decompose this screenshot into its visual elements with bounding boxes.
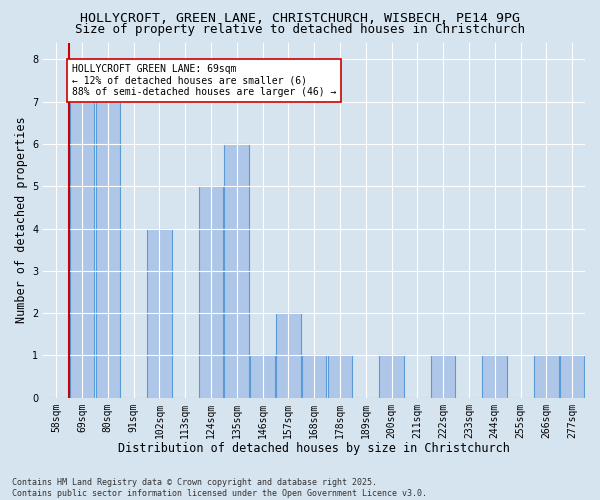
Bar bbox=[482, 356, 507, 398]
Y-axis label: Number of detached properties: Number of detached properties bbox=[15, 117, 28, 324]
Bar bbox=[328, 356, 352, 398]
Text: HOLLYCROFT, GREEN LANE, CHRISTCHURCH, WISBECH, PE14 9PG: HOLLYCROFT, GREEN LANE, CHRISTCHURCH, WI… bbox=[80, 12, 520, 26]
Bar bbox=[431, 356, 455, 398]
Bar bbox=[70, 60, 94, 398]
Bar bbox=[302, 356, 326, 398]
Bar bbox=[95, 60, 120, 398]
Bar bbox=[250, 356, 275, 398]
Bar bbox=[147, 228, 172, 398]
X-axis label: Distribution of detached houses by size in Christchurch: Distribution of detached houses by size … bbox=[118, 442, 510, 455]
Bar bbox=[560, 356, 584, 398]
Bar bbox=[224, 144, 249, 398]
Bar bbox=[534, 356, 559, 398]
Bar bbox=[276, 313, 301, 398]
Text: Size of property relative to detached houses in Christchurch: Size of property relative to detached ho… bbox=[75, 22, 525, 36]
Text: Contains HM Land Registry data © Crown copyright and database right 2025.
Contai: Contains HM Land Registry data © Crown c… bbox=[12, 478, 427, 498]
Text: HOLLYCROFT GREEN LANE: 69sqm
← 12% of detached houses are smaller (6)
88% of sem: HOLLYCROFT GREEN LANE: 69sqm ← 12% of de… bbox=[72, 64, 337, 97]
Bar bbox=[379, 356, 404, 398]
Bar bbox=[199, 186, 223, 398]
